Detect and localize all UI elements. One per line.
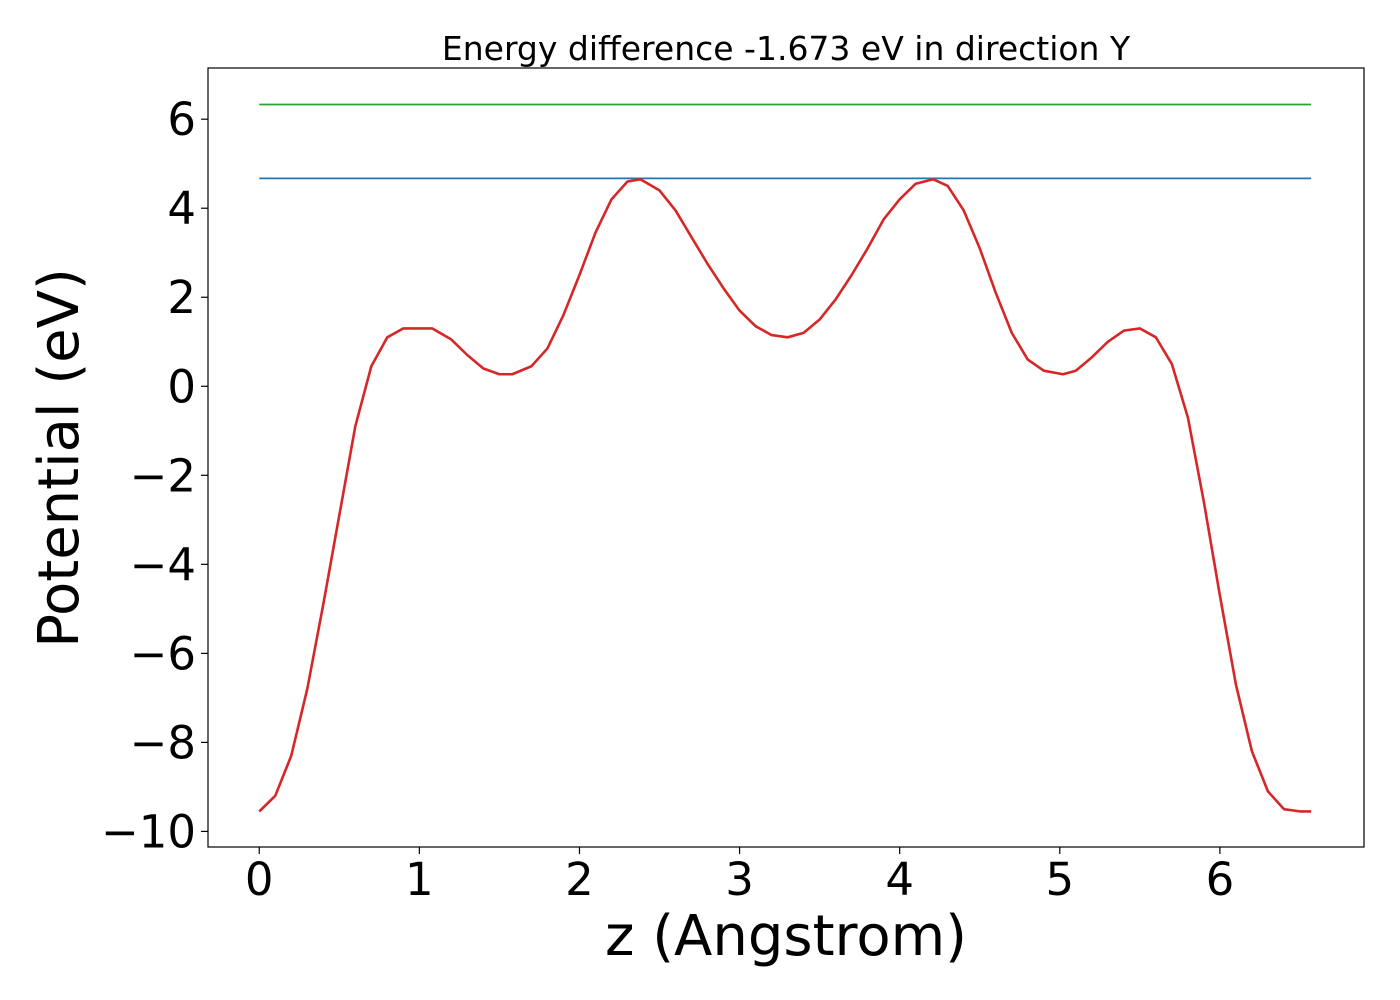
x-tick-label: 0 bbox=[245, 853, 274, 906]
x-tick-label: 6 bbox=[1206, 853, 1235, 906]
y-tick-label: −2 bbox=[130, 449, 196, 502]
plot-frame bbox=[207, 67, 1365, 848]
chart-title: Energy difference -1.673 eV in direction… bbox=[442, 29, 1131, 68]
y-tick-label: 2 bbox=[167, 271, 196, 324]
y-axis-ticks: −10 −8 −6 −4 −2 0 2 4 6 bbox=[101, 93, 208, 858]
y-tick-label: −8 bbox=[130, 716, 196, 769]
y-tick-label: −10 bbox=[101, 805, 196, 858]
series-line-0 bbox=[258, 177, 1312, 813]
x-axis-label: z (Angstrom) bbox=[605, 904, 967, 969]
y-tick-label: −6 bbox=[130, 627, 196, 680]
y-tick-label: 6 bbox=[167, 93, 196, 146]
y-axis-label: Potential (eV) bbox=[27, 268, 92, 648]
x-tick-label: 4 bbox=[885, 853, 914, 906]
x-tick-label: 2 bbox=[565, 853, 594, 906]
x-tick-label: 1 bbox=[405, 853, 434, 906]
x-tick-label: 5 bbox=[1045, 853, 1074, 906]
series-layer bbox=[258, 103, 1312, 813]
y-tick-label: 0 bbox=[167, 360, 196, 413]
y-tick-label: 4 bbox=[167, 182, 196, 235]
y-tick-label: −4 bbox=[130, 538, 196, 591]
x-tick-label: 3 bbox=[725, 853, 754, 906]
x-axis-ticks: 0 1 2 3 4 5 6 bbox=[245, 847, 1234, 906]
